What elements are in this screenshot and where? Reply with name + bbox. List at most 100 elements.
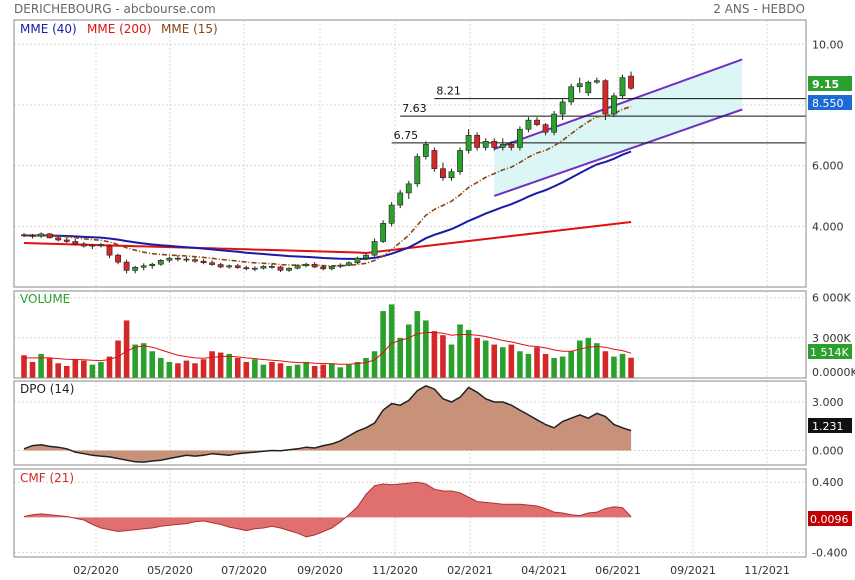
candle-body — [491, 141, 498, 148]
volume-value: 1 514K — [810, 346, 849, 359]
volume-bar — [38, 353, 44, 378]
volume-bar — [226, 353, 232, 378]
volume-bar — [243, 361, 250, 378]
channel-lower-line — [493, 108, 743, 197]
candle-body — [320, 266, 327, 270]
volume-bar — [594, 343, 600, 378]
price-badge: 9.15 — [812, 78, 839, 91]
dpo-tick-label: 0.000 — [812, 444, 844, 457]
volume-bar — [568, 351, 574, 378]
x-tick-label: 11/2020 — [372, 564, 418, 577]
volume-bar — [21, 355, 27, 378]
dpo-label: DPO (14) — [20, 382, 74, 396]
candle-body — [106, 245, 113, 256]
legend-mme15: MME (15) — [161, 22, 218, 36]
candle-body — [405, 183, 412, 194]
candle-body — [149, 263, 156, 267]
volume-bar — [123, 320, 130, 378]
volume-bar — [140, 343, 147, 378]
legend-mme200: MME (200) — [87, 22, 151, 36]
volume-bar — [149, 351, 156, 378]
candle-body — [602, 80, 609, 115]
candle-body — [525, 119, 532, 130]
volume-tick-label: 6 000K — [812, 292, 851, 305]
candle-body — [457, 150, 463, 173]
candle-body — [593, 80, 600, 83]
volume-bar — [234, 357, 241, 378]
volume-bar — [440, 335, 446, 378]
period-label: 2 ANS - HEBDO — [713, 2, 805, 16]
volume-bar — [200, 359, 207, 378]
volume-bar — [534, 347, 540, 378]
volume-tick-label: 0.0000K — [812, 366, 855, 379]
candle-body — [192, 259, 198, 262]
volume-bar — [303, 361, 309, 378]
candle-body — [465, 134, 472, 151]
candle-body — [380, 222, 386, 242]
candle-body — [474, 134, 481, 148]
volume-bar — [277, 363, 284, 378]
candle-body — [123, 261, 130, 271]
price-tick-label: 4.000 — [812, 220, 844, 233]
volume-bar — [260, 364, 267, 378]
volume-tick-label: 3 000K — [812, 332, 851, 345]
candle-body — [286, 267, 292, 271]
candle-body — [269, 266, 275, 268]
x-tick-label: 04/2021 — [521, 564, 567, 577]
candle-body — [619, 77, 626, 97]
candle-body — [576, 83, 583, 88]
candle-body — [72, 241, 79, 245]
candle-body — [29, 235, 36, 237]
level-label-7.63: 7.63 — [402, 102, 427, 115]
cmf-line — [23, 481, 632, 538]
volume-bar — [576, 340, 583, 378]
volume-bar — [585, 337, 592, 378]
volume-bar — [482, 340, 489, 378]
last-price: 8.550 — [812, 97, 844, 110]
level-label-6.75: 6.75 — [394, 129, 419, 142]
volume-bar — [217, 352, 224, 378]
candle-body — [98, 244, 104, 246]
mme200-line — [23, 221, 632, 255]
volume-bar — [81, 360, 87, 378]
candle-body — [234, 265, 241, 268]
x-tick-label: 02/2021 — [447, 564, 493, 577]
candle-body — [431, 150, 438, 169]
volume-bar — [388, 304, 395, 378]
candle-body — [551, 113, 557, 133]
volume-bar — [448, 344, 455, 378]
panel-frame-1 — [13, 290, 807, 379]
candle-body — [175, 257, 181, 260]
dpo-tick-label: 3.000 — [812, 396, 844, 409]
volume-ma-line — [24, 332, 632, 365]
panel-frames — [13, 19, 807, 558]
candle-body — [251, 267, 258, 270]
candle-body — [115, 254, 121, 263]
candle-body — [345, 262, 352, 266]
price-panel: 8.21 7.63 6.75 — [21, 58, 806, 274]
candle-body — [277, 266, 284, 271]
candle-body — [371, 241, 378, 256]
volume-bar — [354, 361, 361, 378]
cmf-tick-label: -0.400 — [812, 547, 847, 560]
candle-body — [414, 156, 421, 185]
volume-bar — [542, 353, 549, 378]
volume-bar — [183, 360, 190, 378]
volume-bar — [380, 311, 386, 378]
volume-bar — [63, 365, 70, 378]
volume-bar — [55, 363, 61, 378]
volume-bar — [175, 363, 181, 378]
volume-bar — [269, 361, 275, 378]
candle-body — [243, 267, 250, 270]
panel-frame-0 — [13, 19, 807, 288]
candle-body — [183, 258, 190, 261]
candle-body — [217, 264, 224, 268]
volume-bar — [158, 357, 164, 378]
candle-body — [337, 264, 344, 267]
panel-frame-2 — [13, 380, 807, 466]
x-tick-label: 06/2021 — [595, 564, 641, 577]
volume-bar — [132, 344, 138, 378]
mme40-line — [23, 150, 632, 260]
candle-body — [311, 263, 318, 268]
